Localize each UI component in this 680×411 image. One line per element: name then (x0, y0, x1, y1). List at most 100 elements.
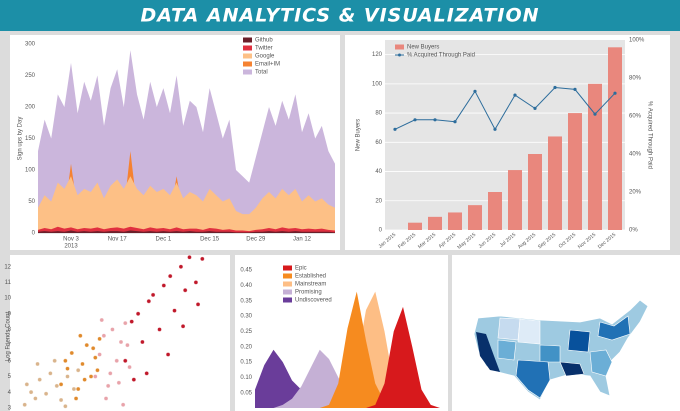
bar (528, 154, 542, 230)
map-state (497, 339, 517, 361)
point (73, 396, 79, 401)
point (165, 352, 171, 357)
bar (548, 136, 562, 230)
legend-swatch (283, 265, 292, 271)
y2-tick-label: 20% (629, 190, 642, 196)
y-tick-label: 0.35 (240, 298, 252, 304)
y-tick-label: 0.25 (240, 329, 252, 335)
point (118, 339, 124, 345)
legend-label: Epic (295, 266, 307, 272)
map-state (597, 315, 631, 341)
y-tick-label: 8 (8, 327, 12, 333)
bar (568, 113, 582, 230)
point (493, 127, 497, 131)
point (200, 256, 205, 262)
point (24, 382, 29, 387)
y2-tick-label: 80% (629, 76, 642, 82)
legend-swatch (398, 53, 401, 57)
point (144, 371, 149, 376)
legend-label: Promising (295, 290, 322, 296)
x-tick-label: Nov 17 (108, 237, 128, 243)
point (114, 358, 119, 363)
y-tick-label: 120 (372, 52, 383, 58)
legend-swatch (283, 289, 292, 295)
line (394, 86, 616, 131)
legend-label: Mainstream (295, 282, 326, 288)
point (413, 118, 417, 122)
y-tick-label: 150 (25, 136, 36, 142)
legend-swatch (283, 281, 292, 287)
y-tick-label: 0.40 (240, 283, 252, 289)
legend-label: Total (255, 70, 268, 76)
y-tick-label: 100 (372, 81, 383, 87)
y-tick-label: 4 (8, 390, 12, 396)
y-tick-label: 0.20 (240, 344, 252, 350)
point (473, 89, 477, 93)
point (91, 346, 96, 351)
plot-background (385, 40, 625, 230)
map-state (539, 344, 561, 363)
point (195, 302, 201, 307)
point (43, 391, 49, 396)
point (116, 380, 122, 385)
point (106, 383, 111, 389)
point (76, 386, 81, 392)
point (168, 273, 173, 279)
legend-label: Twitter (255, 46, 273, 52)
map-state (589, 349, 613, 377)
point (187, 255, 192, 260)
y-tick-label: 0 (32, 231, 36, 237)
y-tick-label: 80 (375, 111, 382, 117)
density-area (255, 291, 440, 408)
point (58, 382, 64, 387)
bar (508, 170, 522, 230)
point (22, 402, 27, 407)
point (63, 358, 68, 363)
y-tick-label: 40 (375, 169, 382, 175)
y-tick-label: 7 (8, 343, 12, 349)
legend-swatch (283, 297, 292, 303)
y2-tick-label: 60% (629, 114, 642, 120)
point (35, 361, 40, 367)
point (193, 280, 199, 285)
point (88, 374, 94, 379)
point (127, 364, 132, 370)
point (78, 333, 83, 338)
area (38, 230, 335, 233)
point (453, 120, 457, 124)
bar (408, 222, 422, 230)
point (123, 358, 128, 363)
y2-tick-label: 40% (629, 152, 642, 158)
banner (0, 0, 680, 31)
point (180, 324, 186, 329)
legend-label: Established (295, 274, 326, 280)
point (129, 319, 134, 324)
y-tick-label: 3 (8, 405, 12, 411)
point (63, 404, 68, 409)
point (101, 333, 107, 338)
y-tick-label: 100 (25, 168, 36, 174)
point (28, 390, 34, 395)
y-tick-label: 0.30 (240, 314, 252, 320)
legend-label: % Acquired Through Paid (407, 53, 475, 59)
point (593, 112, 597, 116)
point (110, 327, 115, 332)
y-tick-label: 0.45 (240, 268, 252, 274)
y-tick-label: 6 (8, 358, 12, 364)
y-tick-label: 60 (375, 140, 382, 146)
legend-swatch (243, 69, 252, 75)
density-area (255, 349, 440, 408)
y-tick-label: 11 (5, 280, 12, 286)
point (108, 371, 113, 376)
bar (468, 205, 482, 230)
point (76, 368, 81, 373)
point (33, 396, 38, 401)
point (93, 355, 98, 360)
y-tick-label: 200 (25, 105, 36, 111)
y-tick-label: 250 (25, 73, 36, 79)
y-tick-label: 0 (379, 228, 383, 234)
x-tick-sublabel: 2013 (64, 244, 78, 250)
map-state (567, 329, 591, 353)
point (172, 308, 177, 313)
legend-swatch (243, 53, 252, 59)
